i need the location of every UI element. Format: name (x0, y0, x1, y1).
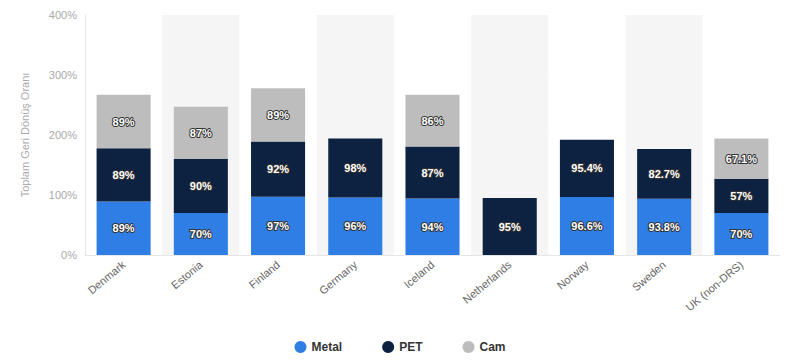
svg-text:96.6%: 96.6% (571, 220, 602, 232)
svg-text:300%: 300% (49, 69, 77, 81)
svg-text:Germany: Germany (317, 258, 360, 297)
svg-text:PET: PET (399, 340, 423, 354)
svg-text:93.8%: 93.8% (649, 221, 680, 233)
svg-text:94%: 94% (421, 221, 443, 233)
svg-text:82.7%: 82.7% (649, 168, 680, 180)
svg-text:0%: 0% (61, 249, 77, 261)
svg-text:70%: 70% (190, 228, 212, 240)
svg-text:Iceland: Iceland (401, 258, 436, 290)
svg-text:95.4%: 95.4% (571, 162, 602, 174)
svg-text:97%: 97% (267, 220, 289, 232)
svg-text:89%: 89% (113, 169, 135, 181)
svg-text:Denmark: Denmark (86, 258, 128, 296)
svg-text:89%: 89% (267, 109, 289, 121)
svg-text:87%: 87% (190, 127, 212, 139)
svg-text:Netherlands: Netherlands (460, 258, 514, 306)
svg-text:57%: 57% (730, 190, 752, 202)
svg-text:96%: 96% (344, 220, 366, 232)
svg-text:67.1%: 67.1% (726, 153, 757, 165)
svg-text:89%: 89% (113, 116, 135, 128)
svg-text:Toplam Geri Dönüş Oranı: Toplam Geri Dönüş Oranı (19, 73, 31, 198)
svg-text:100%: 100% (49, 189, 77, 201)
svg-text:Estonia: Estonia (169, 258, 205, 291)
svg-text:Norway: Norway (555, 258, 592, 291)
svg-text:Metal: Metal (311, 340, 342, 354)
svg-text:UK (non-DRS): UK (non-DRS) (683, 258, 745, 313)
svg-text:89%: 89% (113, 222, 135, 234)
svg-text:Cam: Cam (480, 340, 506, 354)
svg-text:200%: 200% (49, 129, 77, 141)
svg-text:87%: 87% (421, 167, 443, 179)
svg-text:98%: 98% (344, 162, 366, 174)
svg-text:86%: 86% (421, 115, 443, 127)
svg-text:90%: 90% (190, 180, 212, 192)
svg-text:70%: 70% (730, 228, 752, 240)
svg-text:Sweden: Sweden (630, 258, 668, 293)
svg-text:Finland: Finland (247, 258, 282, 290)
svg-text:95%: 95% (499, 221, 521, 233)
svg-text:400%: 400% (49, 9, 77, 21)
svg-text:92%: 92% (267, 163, 289, 175)
